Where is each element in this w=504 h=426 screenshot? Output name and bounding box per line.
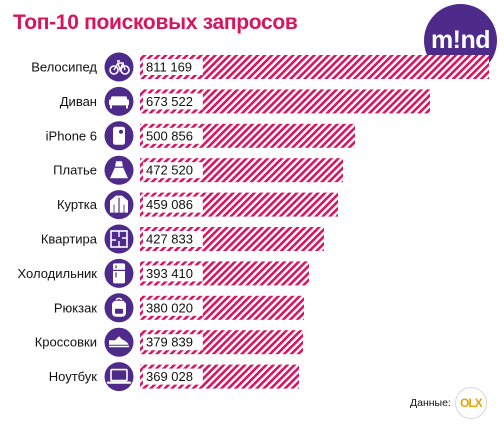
value-label-bg <box>143 334 203 351</box>
value-label-bg <box>143 265 203 282</box>
phone-icon <box>104 121 134 151</box>
value-label-bg <box>143 127 203 144</box>
value-label: 379 839 <box>146 335 193 350</box>
value-label: 380 020 <box>146 300 193 315</box>
data-source: Данные: OLX <box>410 387 487 419</box>
category-label: Диван <box>60 94 97 109</box>
category-label: iPhone 6 <box>46 128 97 143</box>
value-label-bg <box>143 368 203 385</box>
category-label: Холодильник <box>18 266 98 281</box>
laptop-icon <box>104 362 134 392</box>
value-label-bg <box>143 299 203 316</box>
sofa-icon <box>104 86 134 116</box>
dress-icon <box>104 155 134 185</box>
mind-logo-text: m!nd <box>430 26 491 54</box>
value-label: 472 520 <box>146 163 193 178</box>
olx-logo: OLX <box>454 387 487 419</box>
value-label: 811 169 <box>146 60 192 75</box>
chart-title: Топ-10 поисковых запросов <box>13 11 298 34</box>
category-label: Кроссовки <box>35 335 97 350</box>
olx-logo-text: OLX <box>460 396 483 410</box>
value-label-bg <box>143 59 203 75</box>
backpack-icon <box>104 293 134 323</box>
value-label: 427 833 <box>146 232 193 247</box>
value-label: 500 856 <box>146 128 193 143</box>
value-label-bg <box>143 162 203 179</box>
category-label: Ноутбук <box>49 369 98 384</box>
category-label: Рюкзак <box>54 300 97 315</box>
value-label: 393 410 <box>146 266 193 281</box>
category-label: Платье <box>53 163 97 178</box>
value-label: 369 028 <box>146 369 193 384</box>
bicycle-icon <box>104 52 134 82</box>
value-label-bg <box>143 196 203 213</box>
value-label: 673 522 <box>146 94 193 109</box>
category-label: Куртка <box>57 197 98 212</box>
value-label-bg <box>143 231 203 247</box>
fridge-icon <box>104 258 134 288</box>
category-label: Велосипед <box>31 60 97 75</box>
source-label: Данные: <box>410 397 451 409</box>
value-label: 459 086 <box>146 197 193 212</box>
sneaker-icon <box>104 327 134 357</box>
value-label-bg <box>143 93 203 110</box>
jacket-icon <box>104 190 134 220</box>
category-label: Квартира <box>41 232 98 247</box>
apartment-plan-icon <box>104 224 134 254</box>
